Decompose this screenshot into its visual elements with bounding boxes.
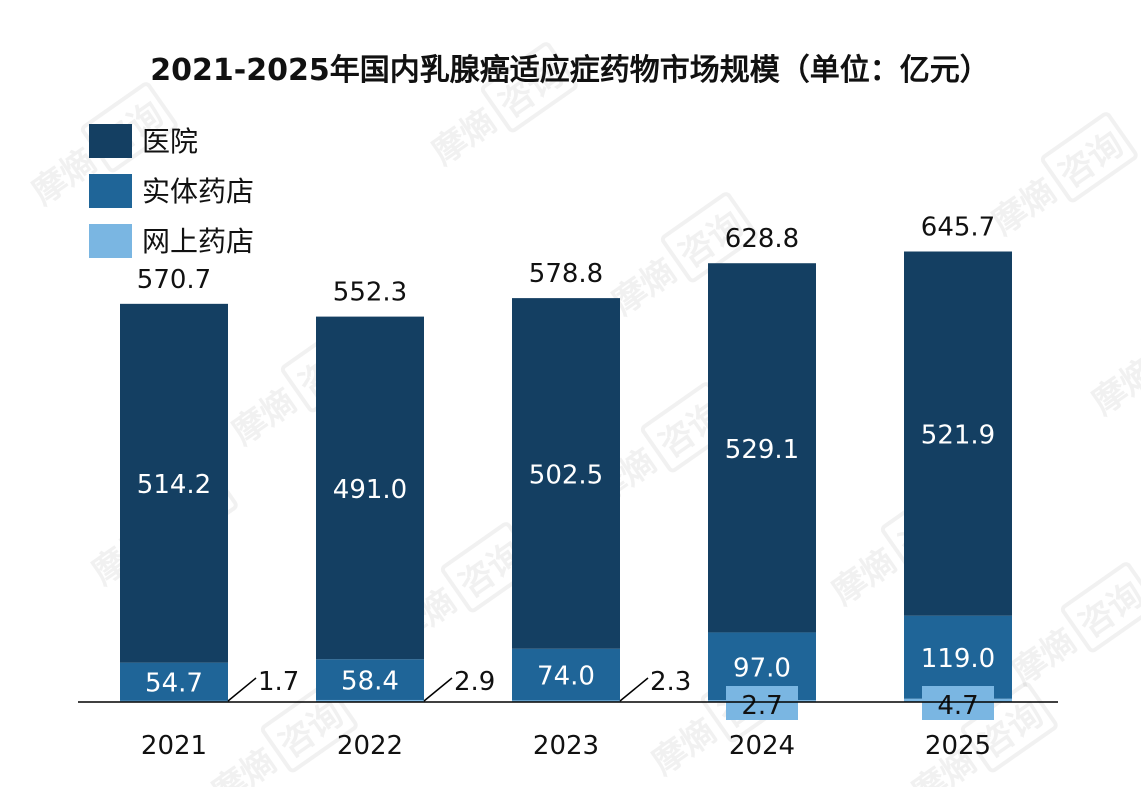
- data-label-online-2024: 2.7: [741, 691, 782, 721]
- bars: 514.2 54.7 1.7 570.7 491.0 58.4 2.9 552.3 502.5 7…: [120, 213, 1012, 721]
- data-label-hospital-2023: 502.5: [529, 460, 603, 490]
- bar-segment-1-2021: [120, 662, 228, 701]
- data-label-online-2023: 2.3: [650, 667, 691, 697]
- data-label-box-online-2024: [726, 686, 798, 720]
- x-tick-label-2021: 2021: [141, 731, 207, 761]
- total-label-2021: 570.7: [137, 265, 211, 295]
- bar-segment-0-2022: [316, 699, 424, 702]
- total-label-2022: 552.3: [333, 278, 407, 308]
- chart-title: 2021-2025年国内乳腺癌适应症药物市场规模（单位：亿元）: [150, 53, 989, 88]
- legend-swatch-2: [89, 224, 132, 258]
- legend-label-2: 网上药店: [142, 225, 254, 258]
- data-label-hospital-2025: 521.9: [921, 421, 995, 451]
- leader-line-2022: [423, 677, 453, 702]
- data-label-store-2021: 54.7: [145, 669, 203, 699]
- legend-swatch-1: [89, 174, 132, 208]
- data-label-hospital-2021: 514.2: [137, 470, 211, 500]
- data-label-store-2025: 119.0: [921, 644, 995, 674]
- bar-segment-0-2023: [512, 700, 620, 702]
- legend-label-1: 实体药店: [142, 175, 254, 208]
- total-label-2025: 645.7: [921, 213, 995, 243]
- total-label-2023: 578.8: [529, 259, 603, 289]
- data-label-hospital-2024: 529.1: [725, 435, 799, 465]
- bar-segment-2-2022: [316, 316, 424, 660]
- x-tick-label-2025: 2025: [925, 731, 991, 761]
- data-label-online-2025: 4.7: [937, 691, 978, 721]
- data-label-online-2021: 1.7: [258, 667, 299, 697]
- x-tick-label-2024: 2024: [729, 731, 795, 761]
- total-label-2024: 628.8: [725, 224, 799, 254]
- data-label-store-2023: 74.0: [537, 662, 595, 692]
- bar-segment-2-2025: [904, 251, 1012, 616]
- data-label-online-2022: 2.9: [454, 667, 495, 697]
- data-label-store-2024: 97.0: [733, 653, 791, 683]
- x-tick-label-2022: 2022: [337, 731, 403, 761]
- bar-segment-1-2023: [512, 648, 620, 701]
- bar-segment-1-2025: [904, 615, 1012, 699]
- data-label-box-online-2025: [922, 686, 994, 720]
- bar-segment-2-2021: [120, 303, 228, 663]
- bar-segment-2-2023: [512, 298, 620, 649]
- bar-segment-2-2024: [708, 263, 816, 633]
- x-axis-ticks: 2021 2022 2023 2024 2025: [141, 731, 991, 761]
- legend-label-0: 医院: [142, 125, 198, 158]
- data-label-store-2022: 58.4: [341, 667, 399, 697]
- bar-segment-1-2022: [316, 659, 424, 700]
- leader-line-2021: [227, 677, 257, 702]
- legend-swatch-0: [89, 124, 132, 158]
- x-tick-label-2023: 2023: [533, 731, 599, 761]
- leader-line-2023: [619, 677, 649, 702]
- data-label-hospital-2022: 491.0: [333, 475, 407, 505]
